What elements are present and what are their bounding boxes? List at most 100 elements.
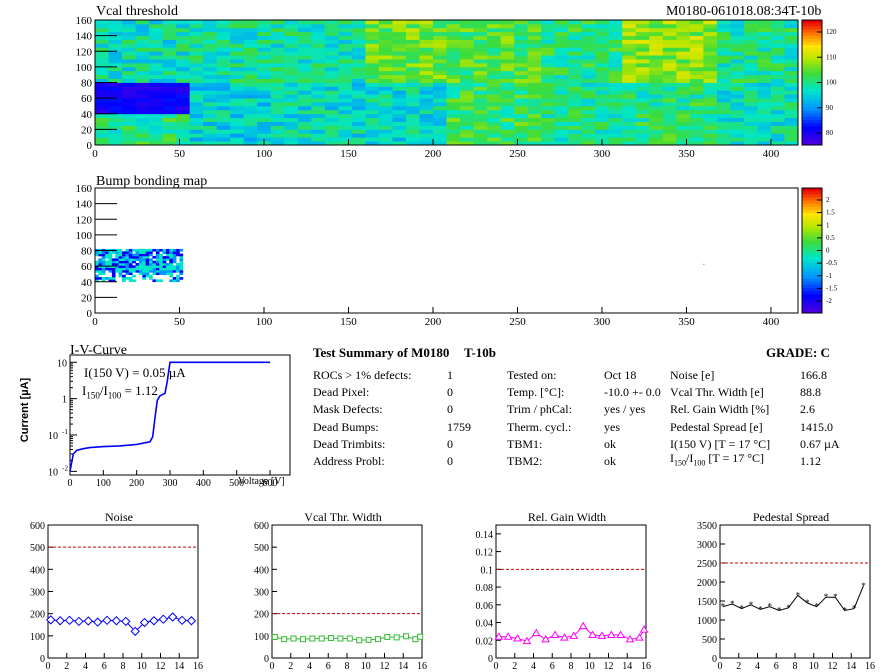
- bump-map-cell: [165, 258, 170, 261]
- vcal-map-cell: [595, 23, 610, 29]
- vcal-map-cell: [378, 39, 393, 44]
- bump-map-cell: [98, 270, 103, 273]
- summary-left-value: 1: [447, 368, 453, 382]
- bump-map-cell: [122, 267, 126, 271]
- vcal-map-cell: [149, 109, 163, 115]
- vcal-map-cell: [432, 102, 447, 107]
- vcal-map-cell: [365, 43, 380, 48]
- vcal-map-cell: [257, 86, 272, 91]
- vcal-map-cell: [189, 105, 204, 111]
- bump-map-cell: [95, 270, 99, 273]
- vcal-map-cell: [622, 51, 637, 56]
- vcal-map-cell: [568, 31, 583, 37]
- bump-map-cell: [135, 267, 140, 271]
- vcal-map-cell: [122, 66, 136, 72]
- vcal-map-cell: [392, 43, 407, 48]
- bump-map-cell: [118, 253, 123, 257]
- vcal-map-xtick-label: 100: [256, 148, 273, 160]
- vcal-map-cell: [419, 98, 434, 103]
- bump-map-cell: [159, 258, 163, 261]
- vcal-map-palette-cell: [802, 110, 822, 115]
- vcal-map-cell: [473, 109, 488, 115]
- vcal-map-cell: [784, 51, 799, 56]
- vcal-map-cell: [716, 27, 731, 33]
- vcal-map-cell: [716, 66, 731, 72]
- vcal-map-cell: [108, 51, 123, 56]
- vcal-map-cell: [581, 90, 596, 95]
- vcal-map-cell: [473, 51, 488, 56]
- iv-xtick-label: 500: [229, 478, 244, 489]
- bump-map-cell: [122, 251, 126, 254]
- vcal-map-cell: [351, 141, 366, 146]
- vcal-map-cell: [730, 55, 745, 60]
- vcal-map-cell: [135, 66, 150, 72]
- vcal-map-cell: [716, 102, 731, 107]
- bump-map-cell: [155, 255, 160, 259]
- vcal-map-cell: [595, 62, 610, 68]
- vcal-map-cell: [554, 23, 569, 29]
- vcal-map-cell: [419, 109, 434, 115]
- vcal-map-cell: [460, 98, 474, 103]
- vcal-map-cell: [108, 47, 123, 52]
- bump-map-cell: [179, 253, 184, 257]
- vcal-map-cell: [473, 59, 488, 64]
- vcal-map-cell: [338, 70, 353, 76]
- vcal-map-cell: [703, 137, 718, 142]
- vcal-map-cell: [230, 141, 245, 146]
- vcal-map-cell: [770, 94, 785, 99]
- vcal-map-cell: [662, 55, 677, 60]
- vcal-map-cell: [500, 66, 515, 72]
- bump-map-cell: [128, 255, 133, 259]
- vcal-map-cell: [108, 129, 123, 134]
- vcal-map-cell: [649, 51, 664, 56]
- bump-map-cell: [145, 260, 150, 264]
- bump-map-cell: [162, 258, 167, 261]
- vcal-map-cell: [324, 90, 339, 95]
- bump-map-cell: [101, 267, 106, 271]
- bump-map-cell: [118, 255, 123, 259]
- vcal-map-cell: [243, 70, 258, 76]
- bump-map-palette-label: 0: [826, 247, 830, 255]
- vcal-map-cell: [608, 59, 623, 64]
- vcal-map-cell: [541, 105, 556, 111]
- vcal-map-cell: [432, 137, 447, 142]
- vcal-map-cell: [635, 109, 650, 115]
- vcal-map-cell: [676, 109, 691, 115]
- vcal-map-cell: [149, 129, 163, 134]
- vcal-map-cell: [230, 78, 245, 83]
- vcal-map-cell: [487, 78, 501, 83]
- vcal-map-cell: [446, 31, 461, 37]
- vcal-map-cell: [649, 121, 664, 126]
- bump-map-cell: [152, 270, 157, 273]
- vcal-map-cell: [514, 86, 529, 91]
- vcal-map-cell: [270, 90, 285, 95]
- bump-map-cell: [108, 255, 113, 259]
- vcal-map-cell: [162, 94, 177, 99]
- vcal-map-cell: [730, 105, 745, 111]
- bump-map-cell: [125, 248, 130, 252]
- bump-map-cell: [101, 277, 106, 280]
- vcal-map-cell: [108, 82, 123, 87]
- vcal-map-cell: [460, 27, 474, 33]
- vcal-map-xtick-label: 150: [340, 148, 357, 160]
- bump-map-cell: [149, 267, 153, 271]
- small-chart-ytick-label: 0.08: [476, 583, 494, 594]
- bump-map-cell: [142, 267, 146, 271]
- vcal-map-cell: [338, 62, 353, 68]
- vcal-map-cell: [608, 35, 623, 40]
- vcal-map-cell: [446, 109, 461, 115]
- vcal-map-cell: [460, 141, 474, 146]
- vcal-map-cell: [324, 35, 339, 40]
- vcal-map-cell: [176, 129, 191, 134]
- bump-map-cell: [142, 258, 146, 261]
- small-chart-xtick-label: 0: [270, 661, 275, 672]
- vcal-map-cell: [487, 94, 501, 99]
- vcal-map-cell: [311, 74, 326, 79]
- vcal-map-cell: [689, 129, 704, 134]
- vcal-map-cell: [595, 31, 610, 37]
- vcal-map-palette-cell: [802, 54, 822, 58]
- vcal-map-cell: [676, 23, 691, 29]
- vcal-map-cell: [473, 70, 488, 76]
- vcal-map-cell: [770, 86, 785, 91]
- vcal-map-cell: [460, 20, 474, 25]
